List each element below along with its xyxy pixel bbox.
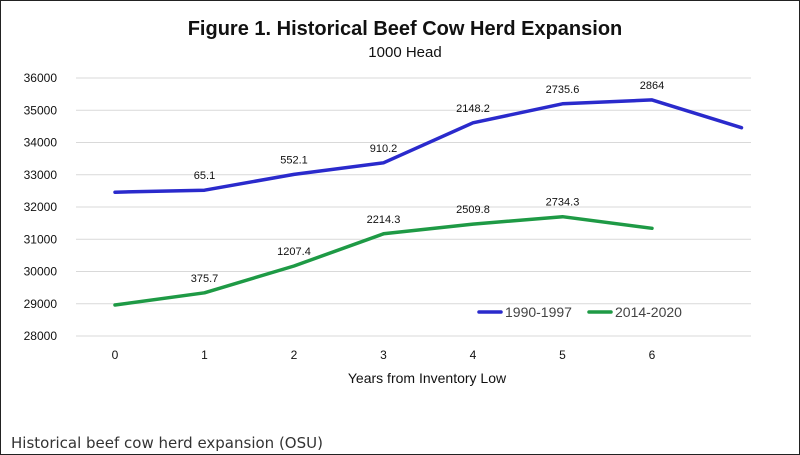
data-label: 552.1	[280, 154, 308, 166]
series-lines	[113, 98, 744, 307]
y-tick-label: 34000	[24, 136, 58, 150]
data-label: 65.1	[194, 170, 215, 182]
x-tick-label: 0	[112, 348, 119, 362]
chart-title: Figure 1. Historical Beef Cow Herd Expan…	[188, 18, 623, 40]
data-label: 2864	[640, 80, 664, 92]
x-tick-label: 4	[470, 348, 477, 362]
x-tick-label: 6	[649, 348, 656, 362]
x-tick-label: 5	[559, 348, 566, 362]
y-tick-label: 28000	[24, 329, 58, 343]
x-axis-label: Years from Inventory Low	[348, 370, 507, 386]
x-axis-ticks: 0 1 2 3 4 5 6	[112, 348, 656, 362]
data-label: 375.7	[191, 273, 219, 285]
data-label: 910.2	[370, 143, 398, 155]
y-tick-label: 36000	[24, 71, 58, 85]
y-axis-ticks: 28000 29000 30000 31000 32000 33000 34000 35000…	[24, 71, 58, 343]
y-tick-label: 31000	[24, 232, 58, 246]
data-labels: 65.1 552.1 910.2 2148.2 2735.6 2864 375.7 1207.…	[191, 80, 665, 285]
gridlines	[76, 77, 751, 337]
x-tick-label: 3	[380, 348, 387, 362]
data-label: 2214.3	[367, 214, 401, 226]
x-tick-label: 2	[291, 348, 298, 362]
data-label: 2509.8	[456, 204, 490, 216]
y-tick-label: 32000	[24, 200, 58, 214]
y-tick-label: 29000	[24, 297, 58, 311]
y-tick-label: 33000	[24, 168, 58, 182]
x-tick-label: 1	[201, 348, 208, 362]
chart-subtitle: 1000 Head	[368, 44, 441, 61]
legend: 1990-1997 2014-2020	[477, 304, 682, 320]
legend-label: 1990-1997	[505, 304, 572, 320]
y-tick-label: 30000	[24, 265, 58, 279]
legend-label: 2014-2020	[615, 304, 682, 320]
data-label: 2148.2	[456, 103, 490, 115]
y-tick-label: 35000	[24, 103, 58, 117]
data-label: 2734.3	[546, 197, 580, 209]
data-label: 2735.6	[546, 84, 580, 96]
data-label: 1207.4	[277, 246, 311, 258]
series-line-1990-1997	[113, 98, 744, 194]
line-chart: Figure 1. Historical Beef Cow Herd Expan…	[24, 18, 751, 386]
series-line-2014-2020	[113, 214, 654, 307]
figure-caption: Historical beef cow herd expansion (OSU)	[11, 434, 323, 452]
